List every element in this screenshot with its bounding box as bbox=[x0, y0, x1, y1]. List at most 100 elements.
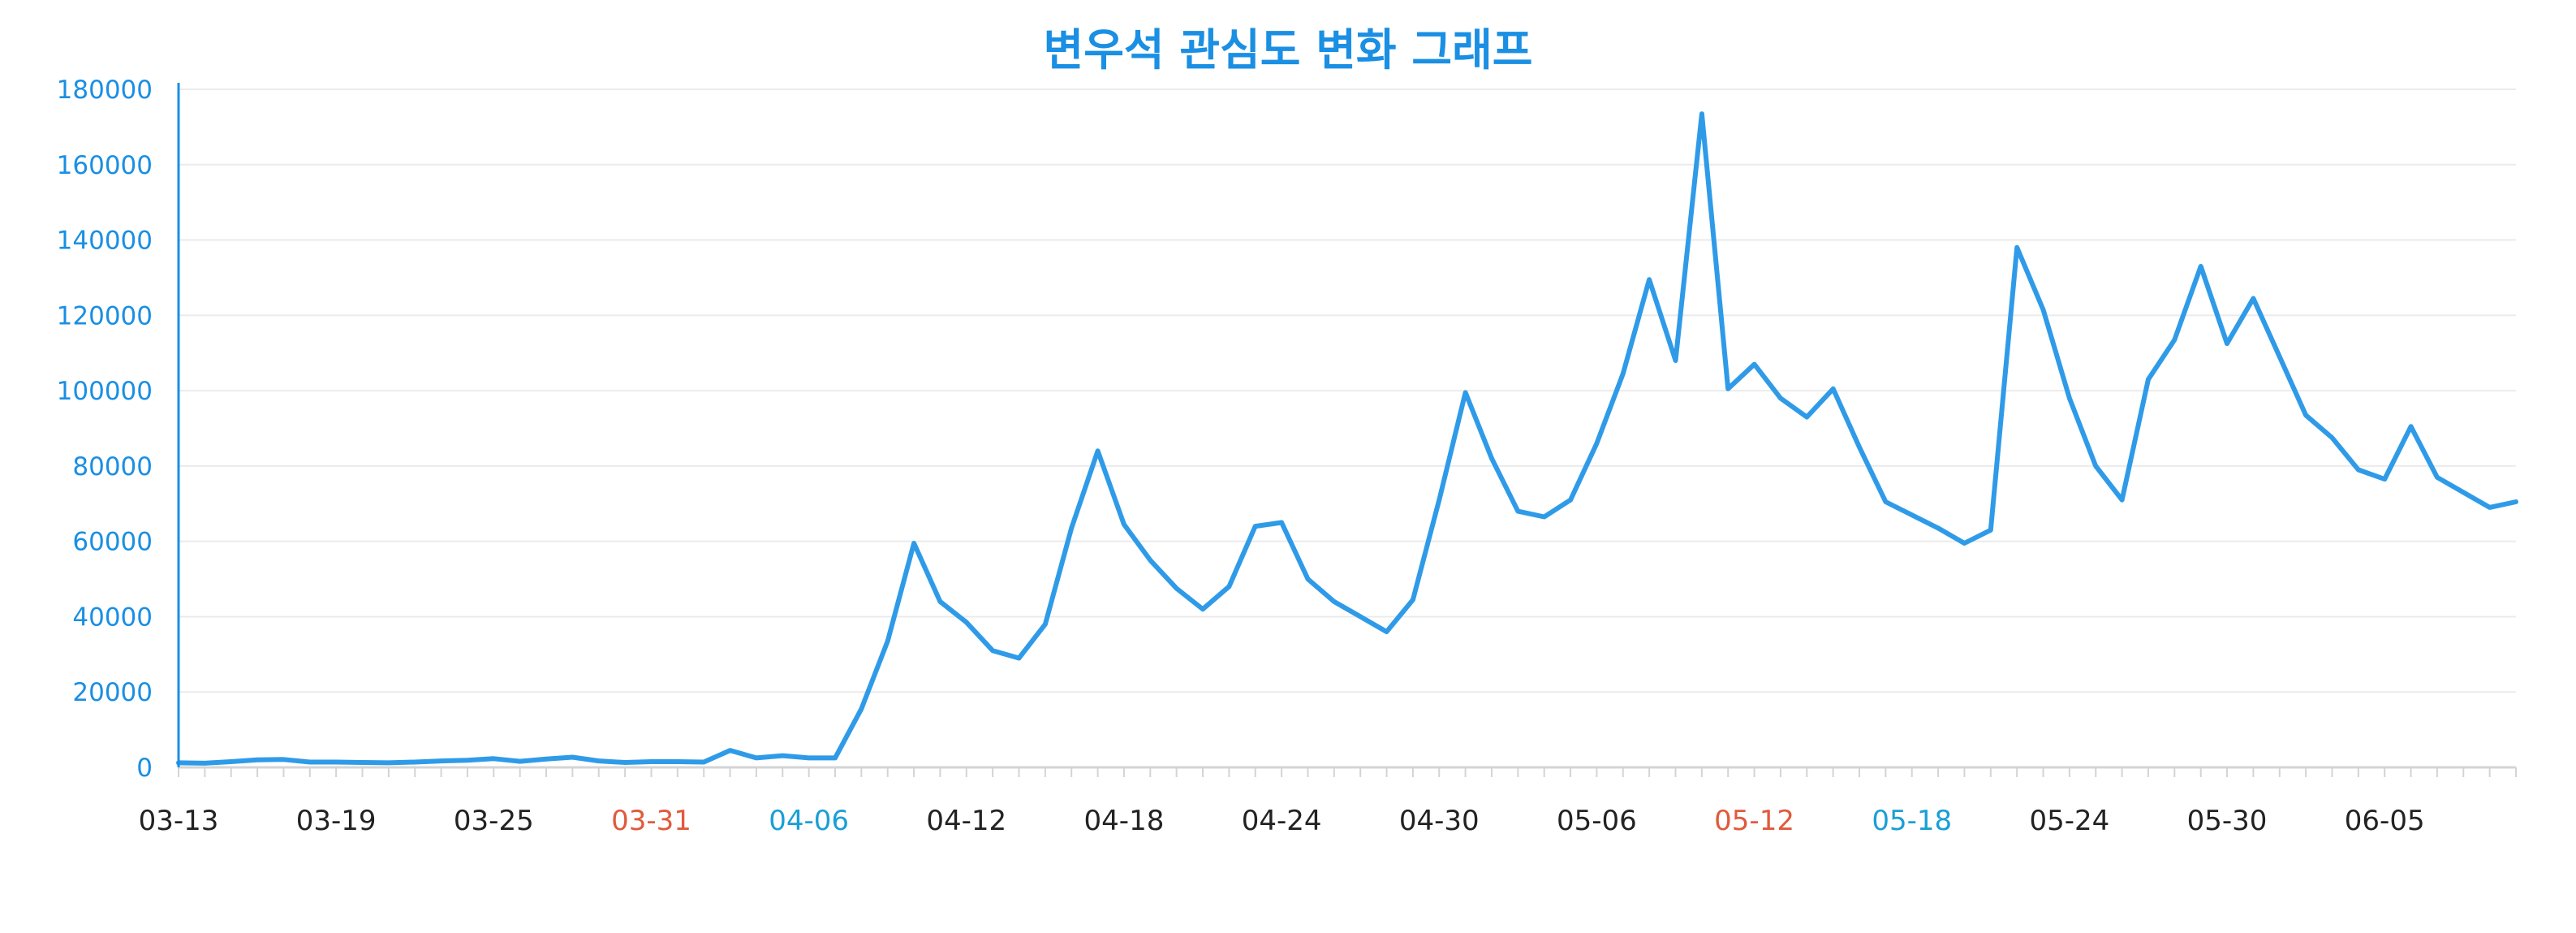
data-point bbox=[1829, 385, 1837, 393]
x-axis-tick-labels: 03-13 03-19 03-25 03-31 04-06 04-12 04-18 04-24… bbox=[139, 805, 2425, 837]
y-tick-label: 160000 bbox=[57, 151, 153, 180]
data-point bbox=[463, 756, 472, 764]
data-point bbox=[1015, 654, 1023, 662]
data-point bbox=[437, 757, 446, 765]
data-point bbox=[2354, 466, 2363, 474]
data-point bbox=[2144, 375, 2152, 383]
data-point bbox=[2197, 262, 2205, 270]
data-point bbox=[2512, 498, 2520, 506]
data-point bbox=[1934, 524, 1942, 532]
data-point bbox=[2380, 475, 2389, 483]
data-point bbox=[1120, 520, 1128, 529]
data-point bbox=[1514, 508, 1522, 516]
data-point bbox=[1462, 388, 1470, 396]
data-point bbox=[1566, 496, 1574, 504]
data-point bbox=[411, 758, 419, 767]
y-tick-label: 0 bbox=[136, 754, 153, 783]
data-point bbox=[1908, 511, 1916, 519]
y-tick-label: 140000 bbox=[57, 227, 153, 256]
x-tick-label: 05-30 bbox=[2187, 805, 2268, 837]
data-point bbox=[2459, 488, 2467, 496]
data-point bbox=[1146, 556, 1154, 564]
data-point bbox=[752, 754, 760, 762]
x-tick-label: 03-19 bbox=[296, 805, 377, 837]
data-point bbox=[595, 757, 603, 765]
data-point bbox=[2170, 335, 2178, 343]
data-point bbox=[2040, 305, 2048, 313]
y-tick-label: 120000 bbox=[57, 301, 153, 330]
data-point bbox=[1330, 598, 1338, 606]
data-point bbox=[1671, 356, 1679, 365]
y-axis-tick-labels: 0 20000 40000 60000 80000 100000 120000 140000 1… bbox=[57, 76, 153, 783]
data-point bbox=[2013, 244, 2021, 252]
data-point bbox=[1094, 447, 1102, 455]
x-tick-label: 05-18 bbox=[1872, 805, 1952, 837]
data-point bbox=[778, 752, 786, 760]
data-point bbox=[227, 758, 235, 766]
data-point bbox=[306, 758, 314, 767]
x-tick-label: 04-24 bbox=[1242, 805, 1322, 837]
data-point bbox=[884, 637, 892, 646]
data-point bbox=[516, 758, 524, 766]
data-point bbox=[1041, 620, 1049, 628]
data-point bbox=[2091, 462, 2100, 470]
data-point bbox=[200, 759, 209, 767]
y-tick-label: 80000 bbox=[72, 452, 153, 482]
data-point bbox=[1987, 526, 1995, 534]
data-point bbox=[2302, 411, 2310, 419]
data-point bbox=[647, 758, 655, 766]
data-point bbox=[359, 758, 367, 767]
x-tick-label: 04-30 bbox=[1399, 805, 1480, 837]
data-point bbox=[1435, 496, 1443, 504]
data-point bbox=[1383, 628, 1391, 636]
data-point bbox=[805, 754, 813, 762]
y-tick-label: 60000 bbox=[72, 528, 153, 557]
data-point bbox=[2223, 339, 2231, 348]
x-tick-label: 03-13 bbox=[139, 805, 219, 837]
data-point bbox=[831, 754, 839, 762]
data-point bbox=[1067, 524, 1075, 532]
data-point bbox=[1777, 394, 1785, 402]
series-layer bbox=[176, 111, 2520, 767]
gridlines bbox=[179, 89, 2516, 768]
data-point bbox=[1277, 518, 1286, 526]
data-point bbox=[1592, 439, 1600, 447]
data-point bbox=[621, 758, 629, 767]
data-point bbox=[2066, 394, 2074, 402]
data-point bbox=[1409, 596, 1417, 604]
data-point bbox=[1199, 605, 1207, 613]
data-point bbox=[2328, 434, 2336, 442]
data-point bbox=[1724, 385, 1732, 393]
data-point bbox=[1303, 575, 1312, 583]
series-line bbox=[176, 111, 2518, 766]
data-point bbox=[1855, 443, 1863, 451]
data-point bbox=[1803, 413, 1811, 421]
x-tick-label: 05-12 bbox=[1714, 805, 1794, 837]
x-tick-label: 04-12 bbox=[926, 805, 1006, 837]
x-tick-label: 03-25 bbox=[454, 805, 534, 837]
data-point bbox=[542, 755, 550, 763]
y-tick-label: 100000 bbox=[57, 377, 153, 406]
data-point bbox=[1960, 539, 1968, 547]
data-point bbox=[1540, 513, 1549, 521]
data-point bbox=[279, 755, 287, 763]
data-point bbox=[2433, 473, 2441, 482]
x-tick-label: 05-06 bbox=[1557, 805, 1637, 837]
data-point bbox=[1251, 522, 1260, 530]
data-point bbox=[1488, 455, 1496, 463]
y-tick-label: 20000 bbox=[72, 678, 153, 707]
data-point bbox=[700, 758, 708, 767]
x-tick-label: 04-06 bbox=[769, 805, 849, 837]
data-point bbox=[489, 754, 498, 762]
data-point bbox=[1225, 582, 1233, 590]
data-point bbox=[963, 618, 971, 626]
data-point bbox=[385, 758, 393, 767]
data-point bbox=[1751, 361, 1759, 369]
y-tick-label: 180000 bbox=[57, 76, 153, 105]
data-point bbox=[1645, 275, 1653, 283]
x-tick-label: 04-18 bbox=[1084, 805, 1165, 837]
x-tick-label: 05-24 bbox=[2029, 805, 2109, 837]
chart-title: 변우석 관심도 변화 그래프 bbox=[1044, 24, 1533, 76]
y-tick-label: 40000 bbox=[72, 603, 153, 632]
